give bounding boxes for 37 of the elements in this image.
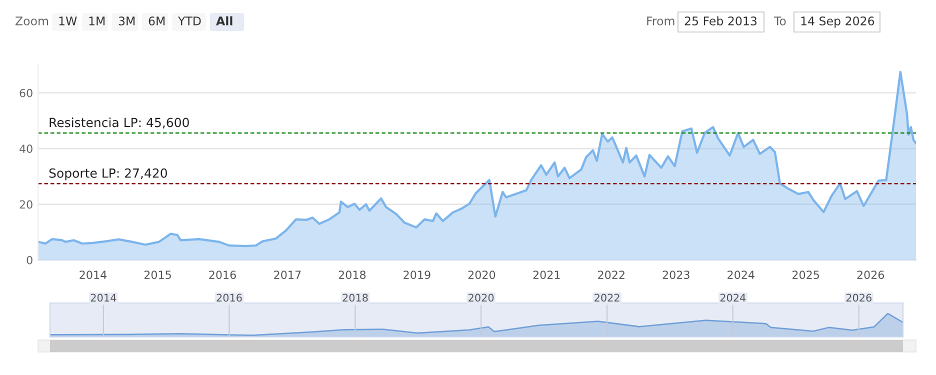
x-tick-label: 2020 — [468, 294, 494, 302]
text: 14 Sep 2026 — [801, 16, 874, 28]
text: 1M — [89, 16, 105, 26]
x-tick-label: 2020 — [468, 270, 496, 280]
text: To — [774, 16, 786, 26]
text: Zoom — [16, 16, 48, 26]
x-tick-label: 2017 — [274, 270, 301, 280]
x-tick-label: 2022 — [598, 270, 624, 280]
y-tick-label: 40 — [20, 144, 32, 153]
text: From — [647, 16, 674, 26]
x-tick-label: 2023 — [662, 270, 690, 280]
ref-line-label: Soporte LP: 27,420 — [49, 168, 167, 180]
x-tick-label: 2014 — [80, 270, 107, 280]
x-tick-label: 2024 — [720, 294, 746, 302]
y-tick-label: 60 — [20, 88, 32, 98]
x-tick-label: 2026 — [846, 294, 872, 302]
x-tick-label: 2016 — [209, 270, 236, 280]
x-tick-label: 2015 — [144, 270, 171, 280]
x-tick-label: 2026 — [857, 270, 884, 280]
x-tick-label: 2019 — [404, 270, 430, 280]
x-tick-label: 2024 — [728, 270, 754, 280]
x-tick-label: 2018 — [342, 294, 368, 302]
text: 25 Feb 2013 — [684, 16, 757, 26]
text: 1W — [59, 16, 77, 26]
x-tick-label: 2014 — [90, 294, 116, 302]
text: All — [216, 16, 232, 26]
text: 6M — [148, 16, 165, 26]
text: YTD — [178, 16, 201, 26]
text: 3M — [118, 16, 135, 26]
x-tick-label: 2025 — [792, 270, 819, 280]
y-tick-label: 20 — [20, 200, 32, 209]
x-tick-label: 2018 — [338, 270, 366, 280]
y-tick-label: 0 — [26, 256, 32, 264]
x-tick-label: 2021 — [533, 270, 560, 280]
x-tick-label: 2016 — [216, 294, 242, 302]
x-tick-label: 2022 — [594, 294, 620, 302]
ref-line-label: Resistencia LP: 45,600 — [50, 118, 189, 128]
